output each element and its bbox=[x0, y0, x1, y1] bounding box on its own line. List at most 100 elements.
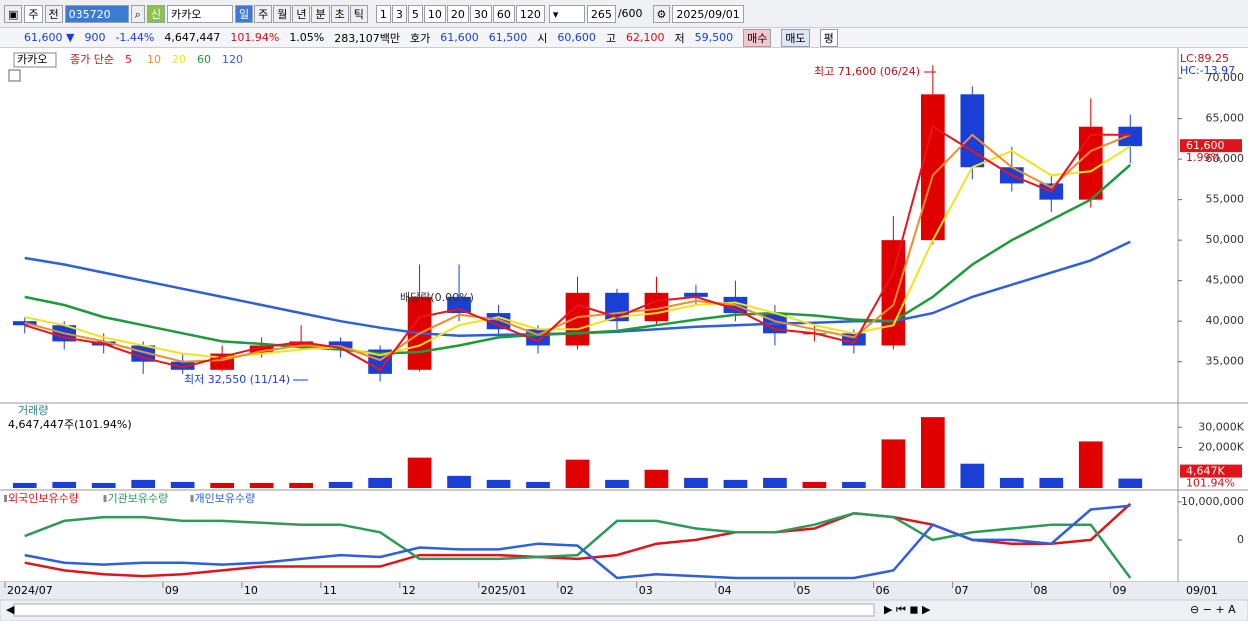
annotation: 최고 71,600 (06/24) bbox=[814, 65, 920, 78]
x-tick-label: 08 bbox=[1034, 584, 1048, 597]
moving-average bbox=[24, 145, 1131, 359]
code-input[interactable]: 035720 bbox=[64, 4, 129, 23]
x-tick-label: 05 bbox=[797, 584, 811, 597]
last-price: 61,600 bbox=[1186, 139, 1225, 152]
candle-body bbox=[684, 292, 708, 297]
dropdown[interactable]: ▾ bbox=[548, 4, 585, 23]
interval-button[interactable]: 틱 bbox=[349, 4, 368, 23]
change: 900 bbox=[84, 31, 106, 44]
y-tick-label: 35,000 bbox=[1206, 355, 1245, 368]
volume-bar bbox=[1078, 441, 1103, 488]
legend-entry: 개인보유수량 bbox=[195, 492, 256, 505]
volume: 4,647,447 bbox=[164, 31, 221, 44]
low: 59,500 bbox=[694, 31, 734, 44]
last-change: 1.99% bbox=[1186, 151, 1221, 164]
legend-entry: 5 bbox=[125, 53, 132, 66]
last-volume: 4,647K bbox=[1186, 465, 1225, 478]
count-button[interactable]: 60 bbox=[492, 4, 515, 23]
volume-bar bbox=[881, 439, 906, 488]
date-end-label: 09/01 bbox=[1186, 584, 1218, 597]
volume-bar bbox=[12, 482, 37, 488]
volume-bar bbox=[249, 482, 274, 488]
count-button[interactable]: 120 bbox=[515, 4, 545, 23]
title-box bbox=[13, 52, 57, 68]
y-tick-label: 70,000 bbox=[1206, 71, 1245, 84]
interval-button[interactable]: 년 bbox=[292, 4, 311, 23]
candle-body bbox=[960, 94, 985, 168]
period-select[interactable]: 주 bbox=[24, 4, 43, 23]
interval-button[interactable]: 초 bbox=[330, 4, 349, 23]
rate: -1.44% bbox=[115, 31, 155, 44]
avg-button[interactable]: 평 bbox=[819, 28, 838, 47]
volume-title: 거래량 bbox=[18, 404, 48, 417]
shown-count[interactable]: 265 bbox=[586, 4, 616, 23]
y-tick-label: 30,000K bbox=[1198, 420, 1244, 433]
volume-rate: 101.94% bbox=[230, 31, 280, 44]
legend-entry: 20 bbox=[172, 53, 186, 66]
interval-button[interactable]: 월 bbox=[273, 4, 292, 23]
volume-bar bbox=[842, 481, 866, 488]
sell-button[interactable]: 매도 bbox=[781, 28, 810, 47]
low-label: 저 bbox=[674, 31, 685, 45]
count-button[interactable]: 10 bbox=[423, 4, 446, 23]
scroll-left[interactable]: ◀ bbox=[6, 603, 15, 616]
candle-body bbox=[447, 296, 471, 314]
interval-button[interactable]: 주 bbox=[254, 4, 273, 23]
price: 61,600 ▼ bbox=[24, 31, 75, 44]
volume-bar bbox=[999, 477, 1024, 488]
volume-bar bbox=[131, 479, 156, 488]
count-button[interactable]: 5 bbox=[407, 4, 423, 23]
quote-label: 호가 bbox=[410, 31, 431, 45]
interval-button[interactable]: 분 bbox=[311, 4, 330, 23]
x-tick-label: 09 bbox=[165, 584, 179, 597]
y-tick-label: 65,000 bbox=[1206, 112, 1245, 125]
interval-button[interactable]: 일 bbox=[234, 4, 254, 23]
volume-bar bbox=[368, 477, 392, 488]
badge: 신 bbox=[146, 4, 165, 23]
volume-bar bbox=[170, 481, 195, 488]
ownership-line bbox=[24, 504, 1131, 580]
count-button[interactable]: 20 bbox=[446, 4, 469, 23]
ask: 61,600 bbox=[440, 31, 479, 44]
date-input[interactable]: 2025/09/01 bbox=[672, 4, 744, 23]
count-button[interactable]: 3 bbox=[391, 4, 407, 23]
volume-bar bbox=[921, 417, 945, 488]
y-tick-label: 10,000,000 bbox=[1181, 495, 1244, 508]
buy-button[interactable]: 매수 bbox=[743, 28, 772, 47]
volume-bar bbox=[486, 479, 511, 488]
x-tick-label: 09 bbox=[1113, 584, 1127, 597]
legend-entry: 60 bbox=[197, 53, 211, 66]
legend-entry: 10 bbox=[147, 53, 161, 66]
scroll-controls[interactable]: ▶ ⏮ ◼ ▶ bbox=[884, 603, 931, 616]
open: 60,600 bbox=[557, 31, 596, 44]
candle-body bbox=[249, 345, 274, 354]
tool-icon[interactable]: ⚙ bbox=[652, 4, 671, 23]
legend-swatch bbox=[190, 495, 194, 502]
open-label: 시 bbox=[537, 31, 548, 45]
volume-bar bbox=[52, 481, 77, 488]
y-tick-label: 50,000 bbox=[1206, 233, 1245, 246]
legend-swatch bbox=[4, 495, 7, 502]
x-tick-label: 2024/07 bbox=[7, 584, 53, 597]
count-button[interactable]: 1 bbox=[375, 4, 391, 23]
volume-bar bbox=[763, 477, 787, 488]
panel-icon[interactable] bbox=[8, 69, 21, 82]
last-volume-badge bbox=[1180, 464, 1242, 478]
chart: ◀ ▶ ⏮ ◼ ▶ ⊖ − + A 35,000 40,000 45,000 50,0… bbox=[0, 48, 1248, 621]
count-button[interactable]: 30 bbox=[469, 4, 492, 23]
x-tick-label: 07 bbox=[955, 584, 969, 597]
name-input[interactable]: 카카오 bbox=[166, 4, 233, 23]
volume-bar bbox=[1039, 477, 1064, 488]
prev-button[interactable]: 전 bbox=[44, 4, 63, 23]
layout-icon[interactable]: ▣ bbox=[4, 4, 23, 23]
annotation: 배당락(0.00%) bbox=[400, 291, 474, 304]
y-tick-label: 0 bbox=[1237, 533, 1244, 546]
volume-bar bbox=[289, 482, 313, 488]
scroll-track[interactable] bbox=[13, 603, 875, 617]
volume-bar bbox=[684, 477, 708, 488]
search-button[interactable]: ⌕ bbox=[130, 4, 145, 23]
zoom-controls[interactable]: ⊖ − + A bbox=[1190, 603, 1236, 616]
legend-swatch bbox=[103, 495, 107, 502]
candle-body bbox=[565, 292, 590, 346]
